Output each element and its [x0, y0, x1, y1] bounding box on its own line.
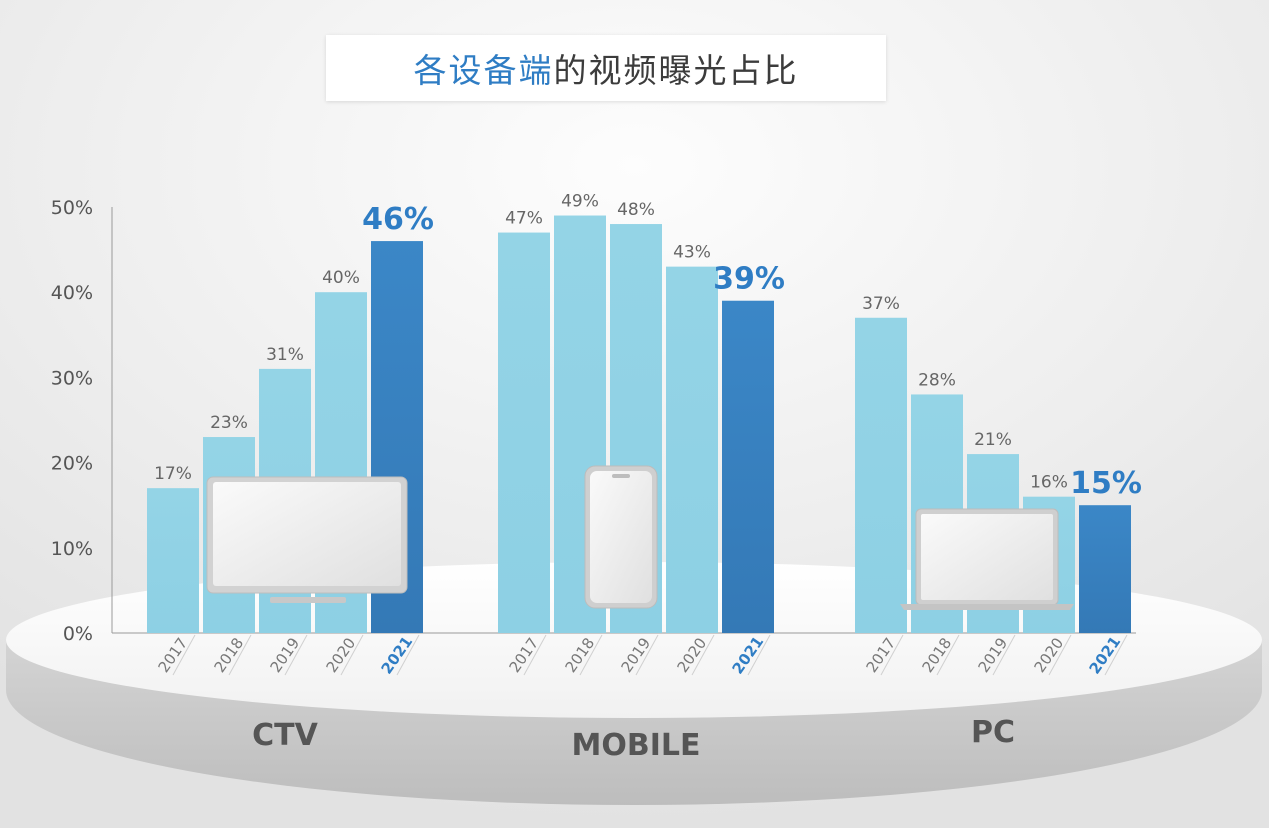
value-label: 31%: [266, 345, 304, 365]
group-labels: CTV MOBILE PC: [252, 715, 1015, 763]
value-label: 43%: [673, 243, 711, 263]
value-label: 40%: [322, 268, 360, 288]
value-label-highlight: 15%: [1070, 466, 1142, 501]
value-label: 16%: [1030, 473, 1068, 493]
year-tick: [1104, 634, 1128, 676]
value-label: 28%: [918, 370, 956, 390]
chart-title-rest: 的视频曝光占比: [553, 51, 799, 90]
y-tick-label: 20%: [51, 453, 93, 475]
year-tick: [635, 634, 659, 676]
chart-title: 各设备端 的视频曝光占比: [326, 35, 886, 101]
value-label: 23%: [210, 413, 248, 433]
y-tick-label: 10%: [51, 538, 93, 560]
bar: [498, 232, 550, 633]
value-label: 48%: [617, 200, 655, 220]
value-label-highlight: 46%: [362, 202, 434, 237]
value-label: 49%: [561, 192, 599, 212]
group-label: PC: [971, 715, 1015, 750]
year-tick: [880, 634, 904, 676]
value-label: 17%: [154, 464, 192, 484]
phone-screen: [590, 471, 652, 603]
y-tick-label: 40%: [51, 282, 93, 304]
smartphone-icon: [584, 465, 658, 609]
laptop-base: [900, 604, 1074, 610]
year-tick: [172, 634, 196, 676]
year-tick: [1048, 634, 1072, 676]
y-tick-label: 30%: [51, 367, 93, 389]
y-tick-label: 50%: [51, 197, 93, 219]
tv-screen: [213, 482, 401, 586]
tv-stand: [270, 597, 346, 603]
year-tick: [523, 634, 547, 676]
value-labels: 17% 23% 31% 40% 46% 47% 49% 48% 43%39% 37% 28% 21% 1…: [154, 192, 1142, 502]
year-tick: [340, 634, 364, 676]
y-tick-label: 0%: [63, 623, 93, 645]
chart-title-highlight: 各设备端: [413, 51, 554, 90]
year-tick: [284, 634, 308, 676]
bar: [666, 266, 718, 633]
year-tick: [579, 634, 603, 676]
group-label: MOBILE: [572, 728, 701, 763]
tv-icon: [206, 476, 408, 603]
year-tick: [228, 634, 252, 676]
year-tick: [992, 634, 1016, 676]
y-axis-ticks: 0% 10% 20% 30% 40% 50%: [51, 197, 93, 645]
value-label: 47%: [505, 209, 543, 229]
phone-speaker: [612, 474, 630, 478]
bar: [855, 317, 907, 633]
value-label: 37%: [862, 294, 900, 314]
bar: [147, 488, 199, 633]
year-tick: [936, 634, 960, 676]
year-tick: [396, 634, 420, 676]
device-icons: [206, 465, 1074, 610]
bar: [1079, 505, 1131, 633]
laptop-icon: [900, 508, 1074, 610]
year-tick: [691, 634, 715, 676]
value-label-highlight: 39%: [713, 262, 785, 297]
year-tick: [747, 634, 771, 676]
value-label: 21%: [974, 430, 1012, 450]
laptop-screen: [921, 514, 1053, 600]
group-label: CTV: [252, 718, 318, 753]
bar: [722, 300, 774, 633]
